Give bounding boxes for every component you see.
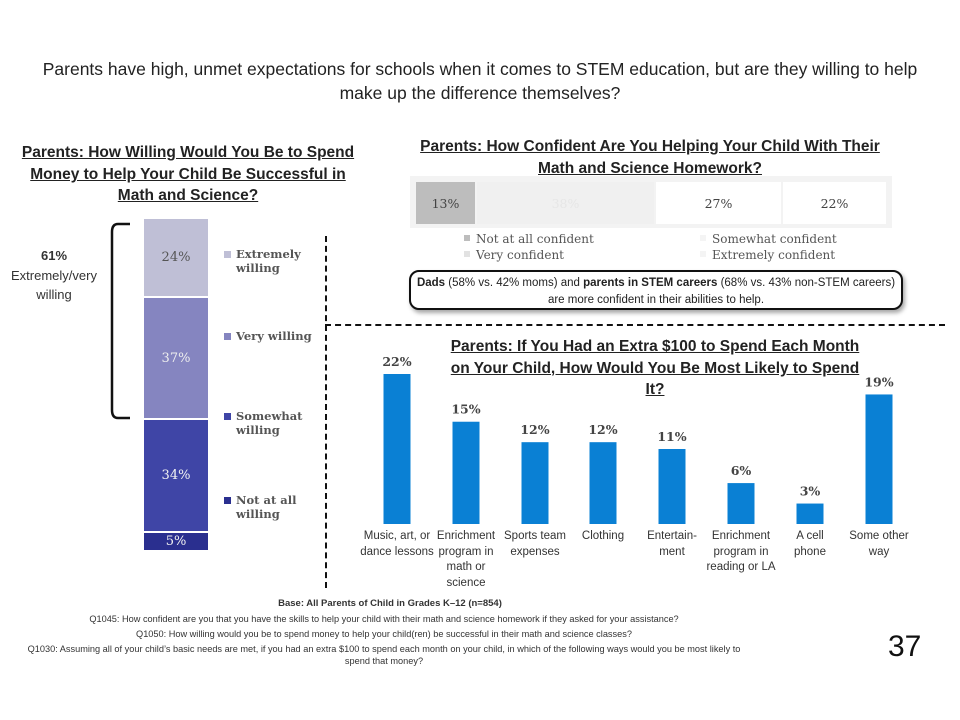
spending-category-label: Sports team expenses xyxy=(504,530,566,558)
horizontal-divider xyxy=(325,324,945,326)
confidence-segment: 38% xyxy=(477,182,654,224)
spending-value-label: 22% xyxy=(382,354,411,369)
footnote-base: Base: All Parents of Child in Grades K–1… xyxy=(278,598,502,609)
spending-value-label: 19% xyxy=(864,374,893,389)
confidence-legend-item: Very confident xyxy=(464,248,564,262)
confidence-bar: 13% 38% 27% 22% xyxy=(410,176,892,228)
legend-label: Extremely confident xyxy=(712,248,836,262)
spending-value-label: 3% xyxy=(800,484,821,499)
spending-bar xyxy=(452,421,480,524)
page-title: Parents have high, unmet expectations fo… xyxy=(42,59,918,103)
legend-label: Very willing xyxy=(236,329,312,343)
confidence-legend-item: Extremely confident xyxy=(700,248,835,262)
callout-text-2: (68% vs. 43% non-STEM careers) are more … xyxy=(547,277,896,306)
willing-segment: 37% xyxy=(144,298,208,418)
spending-category-label: Music, art, or dance lessons xyxy=(360,530,434,558)
page-number: 37 xyxy=(888,630,922,663)
legend-swatch xyxy=(464,235,470,241)
confidence-segment: 13% xyxy=(416,182,475,224)
callout-text-1: (58% vs. 42% moms) and xyxy=(445,277,584,289)
spending-category-label: Enrichment program in reading or LA xyxy=(706,530,776,574)
spending-value-label: 15% xyxy=(451,402,480,417)
spending-bar xyxy=(727,483,755,524)
spending-bar xyxy=(521,442,549,524)
confidence-segment: 27% xyxy=(656,182,781,224)
brace-text: Extremely/very willing xyxy=(11,267,97,303)
spending-category-label: Clothing xyxy=(581,530,625,542)
brace-percent: 61% xyxy=(40,248,68,263)
legend-label: Not at all confident xyxy=(476,232,594,246)
spending-category-label: Some other way xyxy=(849,530,909,558)
spending-category-label: Enrichment program in math or science xyxy=(436,530,496,589)
footnote-q1045: Q1045: How confident are you that you ha… xyxy=(89,614,679,624)
brace-annotation: 61% Extremely/very willing xyxy=(6,246,102,305)
spending-chart-title: Parents: If You Had an Extra $100 to Spe… xyxy=(450,338,860,399)
legend-label: Somewhat confident xyxy=(712,232,837,246)
legend-swatch xyxy=(700,251,706,257)
willing-segment: 5% xyxy=(144,533,208,550)
spending-value-label: 6% xyxy=(731,463,752,478)
legend-label: Very confident xyxy=(476,248,565,262)
callout-dads: Dads xyxy=(416,277,446,289)
callout-stem: parents in STEM careers xyxy=(583,277,718,289)
spending-bar-chart: 22% 15% 12% 12% 11% 6% 3% 19% xyxy=(382,354,894,524)
legend-label: Extremely willing xyxy=(236,247,301,275)
confidence-chart-title: Parents: How Confident Are You Helping Y… xyxy=(420,138,880,177)
spending-bar xyxy=(383,374,411,524)
spending-value-label: 12% xyxy=(588,422,617,437)
legend-swatch xyxy=(224,251,231,258)
legend-swatch xyxy=(700,235,706,241)
legend-label: Not at all willing xyxy=(236,493,297,521)
legend-swatch xyxy=(224,333,231,340)
spending-category-label: Entertain-ment xyxy=(647,530,697,558)
legend-swatch xyxy=(224,497,231,504)
confidence-legend-item: Not at all confident xyxy=(464,232,594,246)
confidence-legend-item: Somewhat confident xyxy=(700,232,837,246)
bracket-icon xyxy=(110,222,130,420)
legend-label: Somewhat willing xyxy=(236,409,303,437)
spending-bar xyxy=(589,442,617,524)
willing-segment: 24% xyxy=(144,219,208,296)
willing-chart-title: Parents: How Willing Would You Be to Spe… xyxy=(21,144,355,205)
willing-segment: 34% xyxy=(144,420,208,531)
vertical-divider xyxy=(325,236,327,588)
footnote-q1030: Q1030: Assuming all of your child’s basi… xyxy=(27,644,741,667)
spending-bar xyxy=(796,503,824,524)
footnote-q1050: Q1050: How willing would you be to spend… xyxy=(136,629,632,639)
spending-bar xyxy=(865,394,893,524)
confidence-callout: Dads (58% vs. 42% moms) and parents in S… xyxy=(409,270,903,310)
spending-bar xyxy=(658,449,686,524)
spending-category-label: A cell phone xyxy=(794,530,826,558)
legend-swatch xyxy=(464,251,470,257)
spending-value-label: 11% xyxy=(657,429,686,444)
confidence-segment: 22% xyxy=(783,182,886,224)
legend-swatch xyxy=(224,413,231,420)
spending-value-label: 12% xyxy=(520,422,549,437)
willing-stacked-bar: 24% 37% 34% 5% xyxy=(144,219,208,550)
